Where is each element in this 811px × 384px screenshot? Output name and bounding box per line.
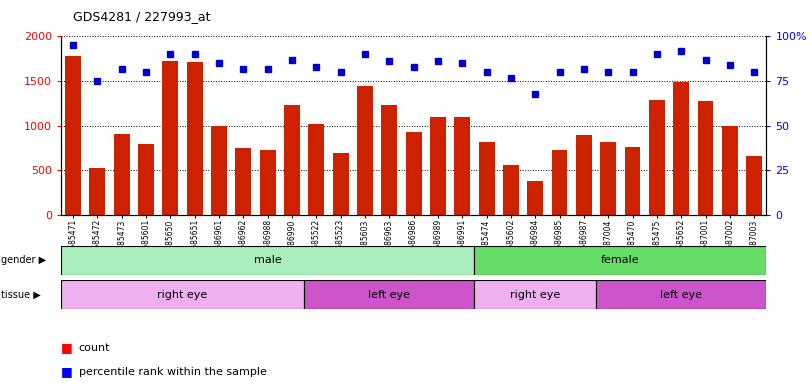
Bar <box>357 86 373 215</box>
Text: right eye: right eye <box>510 290 560 300</box>
Bar <box>503 165 519 215</box>
Text: ■: ■ <box>61 341 72 354</box>
Bar <box>61 246 474 275</box>
Bar <box>624 147 641 215</box>
Bar <box>649 100 665 215</box>
Bar <box>284 105 300 215</box>
Bar <box>61 280 304 309</box>
Text: count: count <box>79 343 110 353</box>
Text: GDS4281 / 227993_at: GDS4281 / 227993_at <box>73 10 211 23</box>
Text: right eye: right eye <box>157 290 208 300</box>
Bar <box>478 142 495 215</box>
Bar <box>576 135 592 215</box>
Text: left eye: left eye <box>660 290 702 300</box>
Bar <box>304 280 474 309</box>
Bar <box>162 61 178 215</box>
Bar <box>211 126 227 215</box>
Bar <box>722 126 738 215</box>
Bar <box>89 168 105 215</box>
Bar <box>697 101 714 215</box>
Text: gender ▶: gender ▶ <box>1 255 46 265</box>
Bar <box>596 280 766 309</box>
Bar <box>381 105 397 215</box>
Text: ■: ■ <box>61 365 72 378</box>
Bar <box>551 150 568 215</box>
Bar <box>235 148 251 215</box>
Bar <box>406 132 422 215</box>
Bar <box>430 117 446 215</box>
Bar <box>527 181 543 215</box>
Bar <box>333 152 349 215</box>
Bar <box>673 82 689 215</box>
Bar <box>187 62 203 215</box>
Text: left eye: left eye <box>368 290 410 300</box>
Text: male: male <box>254 255 281 265</box>
Text: female: female <box>601 255 640 265</box>
Bar <box>454 117 470 215</box>
Bar <box>138 144 154 215</box>
Bar <box>114 134 130 215</box>
Bar <box>65 56 81 215</box>
Text: percentile rank within the sample: percentile rank within the sample <box>79 367 267 377</box>
Text: tissue ▶: tissue ▶ <box>1 290 41 300</box>
Bar <box>600 142 616 215</box>
Bar <box>260 150 276 215</box>
Bar <box>474 246 766 275</box>
Bar <box>746 156 762 215</box>
Bar <box>308 124 324 215</box>
Bar <box>474 280 596 309</box>
